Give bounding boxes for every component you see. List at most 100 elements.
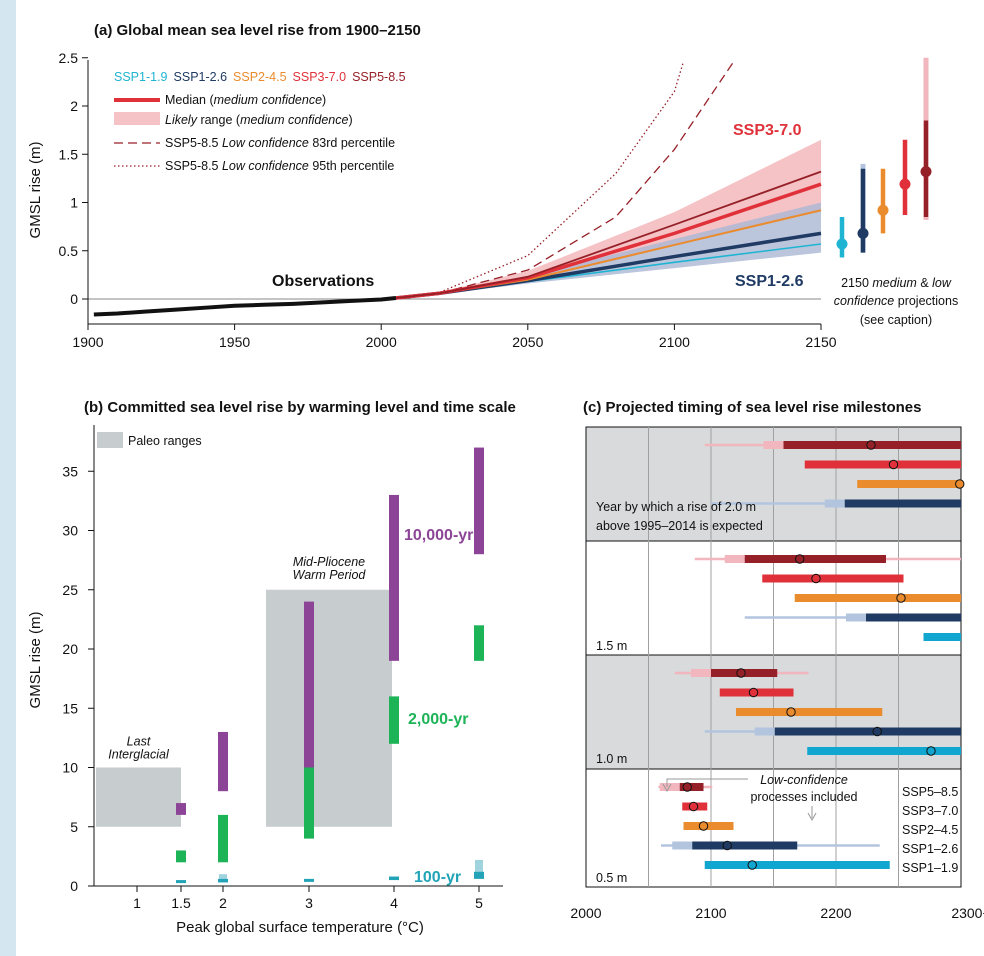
observations-line	[93, 296, 397, 317]
c-legend-ssp585: SSP5–8.5	[902, 785, 958, 799]
svg-text:confidence projections: confidence projections	[834, 294, 958, 308]
median-ssp585-3	[682, 782, 692, 792]
median-ssp585-1	[795, 554, 805, 564]
y-tick-label: 25	[62, 582, 78, 598]
label-10000yr: 10,000-yr	[404, 527, 473, 544]
paleo-label-line1-0: Last	[127, 735, 151, 749]
panel-b-ylabel: GMSL rise (m)	[27, 612, 44, 709]
bar-2000yr-5	[474, 625, 484, 661]
panel-a-title: (a) Global mean sea level rise from 1900…	[94, 22, 421, 39]
legend-ssp126: SSP1-2.6	[174, 70, 228, 84]
legend-paleo-swatch	[97, 432, 123, 448]
y-tick-label: 1.5	[59, 146, 79, 162]
paleo-range-0	[96, 767, 181, 827]
median-ssp119-3	[747, 860, 757, 870]
legend-likely-swatch	[114, 112, 160, 125]
bar-100yr-lowconf-2	[219, 874, 227, 882]
y-tick-label: 10	[62, 760, 78, 776]
x-tick-label: 1900	[72, 334, 103, 350]
milestone-label-1_0m: 1.0 m	[596, 752, 627, 766]
x-tick-label: 2100	[659, 334, 690, 350]
c-legend-ssp126: SSP1–2.6	[902, 842, 958, 856]
paleo-label-line2-1: Warm Period	[293, 568, 367, 582]
y-tick-label: 0.5	[59, 243, 79, 259]
x-tick-label: 2050	[512, 334, 543, 350]
bar-100yr-1_5	[176, 880, 186, 884]
c-x-tick-label: 2100	[695, 905, 726, 921]
milestone-label-0_5m: 0.5 m	[596, 871, 627, 885]
legend-ssp119: SSP1-1.9	[114, 70, 168, 84]
panel-a-ticks: 1900 1950 2000 2050 2100 2150 0 0.5 1 1.5 2 2.5	[59, 50, 837, 350]
x-tick-label: 1950	[219, 334, 250, 350]
panel-c-labels: Year by which a rise of 2.0 m above 1995–…	[596, 500, 763, 885]
median-ssp126-2	[872, 726, 882, 737]
median-point-2150-ssp126	[857, 227, 869, 239]
paleo-label-line2-0: Interglacial	[108, 748, 170, 762]
c-legend-ssp245: SSP2–4.5	[902, 823, 958, 837]
bar-2000yr-3	[304, 767, 314, 839]
x-tick-label: 2150	[805, 334, 836, 350]
median-ssp245-1	[896, 593, 906, 603]
observations-label: Observations	[272, 273, 374, 290]
svg-text:(see caption): (see caption)	[860, 313, 932, 327]
legend-ssp245: SSP2-4.5	[233, 70, 287, 84]
median-ssp585-2	[736, 668, 746, 678]
ssp126-annotation: SSP1-2.6	[735, 273, 804, 290]
bar-100yr-4	[389, 876, 399, 881]
likely-range-ssp370	[395, 139, 821, 299]
panel-a-ylabel: GMSL rise (m)	[27, 142, 44, 239]
bar-10000yr-1_5	[176, 803, 186, 815]
legend-lc83: SSP5-8.5 Low confidence 83rd percentile	[165, 136, 395, 150]
median-ssp245-3	[698, 821, 709, 831]
panel-a: (a) Global mean sea level rise from 1900…	[27, 22, 958, 350]
projection-caption: 2150 medium & low confidence projections…	[834, 276, 958, 327]
x-tick-label: 2	[219, 895, 227, 911]
milestone-label-1_5m: 1.5 m	[596, 639, 627, 653]
median-ssp245-2	[786, 707, 796, 717]
median-ssp370-0	[888, 459, 899, 470]
note-line2: processes included	[750, 790, 857, 804]
panel-a-likely-ranges	[395, 139, 821, 299]
median-line-ssp585	[395, 170, 822, 299]
bar-10000yr-2	[218, 731, 228, 792]
y-tick-label: 35	[62, 463, 78, 479]
bar-10000yr-4	[389, 494, 399, 661]
note-arrow-left	[666, 778, 748, 787]
ssp585-low-conf-83rd-line	[439, 62, 734, 294]
panel-a-legend: SSP1-1.9 SSP1-2.6 SSP2-4.5 SSP3-7.0 SSP5-8.5…	[114, 70, 406, 173]
legend-ssp585: SSP5-8.5	[352, 70, 406, 84]
panel-b-axes: 1 1.5 2 3 4 5 0 5 10 15 20 25 30 35	[62, 425, 503, 911]
bar-2000yr-1_5	[176, 850, 186, 863]
c-legend-ssp119: SSP1–1.9	[902, 861, 958, 875]
bar-100yr-5	[474, 871, 484, 879]
median-ssp370-1	[811, 573, 821, 584]
x-tick-label: 1	[133, 895, 141, 911]
x-tick-label: 4	[390, 895, 398, 911]
panel-c-note: Low-confidence processes included	[662, 773, 858, 822]
panel-c: (c) Projected timing of sea level rise m…	[570, 399, 984, 921]
median-ssp370-2	[748, 687, 759, 698]
bar-10000yr-3	[304, 601, 314, 768]
panel-a-series-lines	[93, 62, 822, 317]
x-tick-label: 3	[305, 895, 313, 911]
x-tick-label: 2000	[366, 334, 397, 350]
likely-range-ssp126	[395, 202, 821, 299]
median-ssp370-3	[688, 801, 699, 812]
label-100yr: 100-yr	[414, 869, 461, 886]
legend-likely: Likely range (medium confidence)	[165, 113, 353, 127]
y-tick-label: 1	[70, 195, 78, 211]
svg-text:2150 medium & low: 2150 medium & low	[841, 276, 952, 290]
panel-c-legend: SSP5–8.5 SSP3–7.0 SSP2–4.5 SSP1–2.6 SSP1…	[902, 785, 958, 875]
legend-paleo: Paleo ranges	[128, 434, 202, 448]
legend-median: Median (medium confidence)	[165, 93, 326, 107]
median-ssp119-2	[926, 746, 936, 756]
panel-b-xlabel: Peak global surface temperature (°C)	[176, 919, 424, 936]
bar-100yr-lowconf-5	[475, 859, 483, 877]
median-point-2150-ssp585	[920, 166, 932, 178]
median-ssp245-0	[955, 479, 965, 489]
panel-a-axes	[87, 60, 821, 325]
legend-ssp370: SSP3-7.0	[293, 70, 347, 84]
label-2000yr: 2,000-yr	[408, 711, 469, 728]
y-tick-label: 0	[70, 291, 78, 307]
